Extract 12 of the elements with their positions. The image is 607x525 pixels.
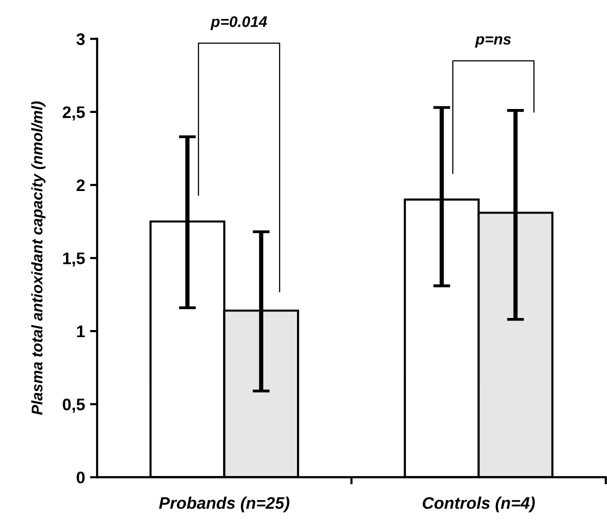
y-tick-label: 1	[77, 326, 85, 338]
y-tick-label: 2	[76, 179, 85, 192]
y-tick-label: 0	[76, 472, 85, 484]
x-tick-label: Probands (n=25)	[159, 496, 290, 512]
y-axis-title: Plasma total antioxidant capacity (nmol/ml)	[31, 101, 46, 415]
x-tick-label: Controls (n=4)	[422, 496, 535, 512]
y-tick-label: 2,5	[62, 106, 85, 121]
annotation: p=ns	[474, 36, 511, 48]
y-tick-label: 3	[76, 33, 85, 46]
text: p=0.014	[210, 16, 268, 30]
y-tick-label: 1,5	[63, 252, 85, 267]
y-tick-label: 0,5	[62, 398, 85, 413]
